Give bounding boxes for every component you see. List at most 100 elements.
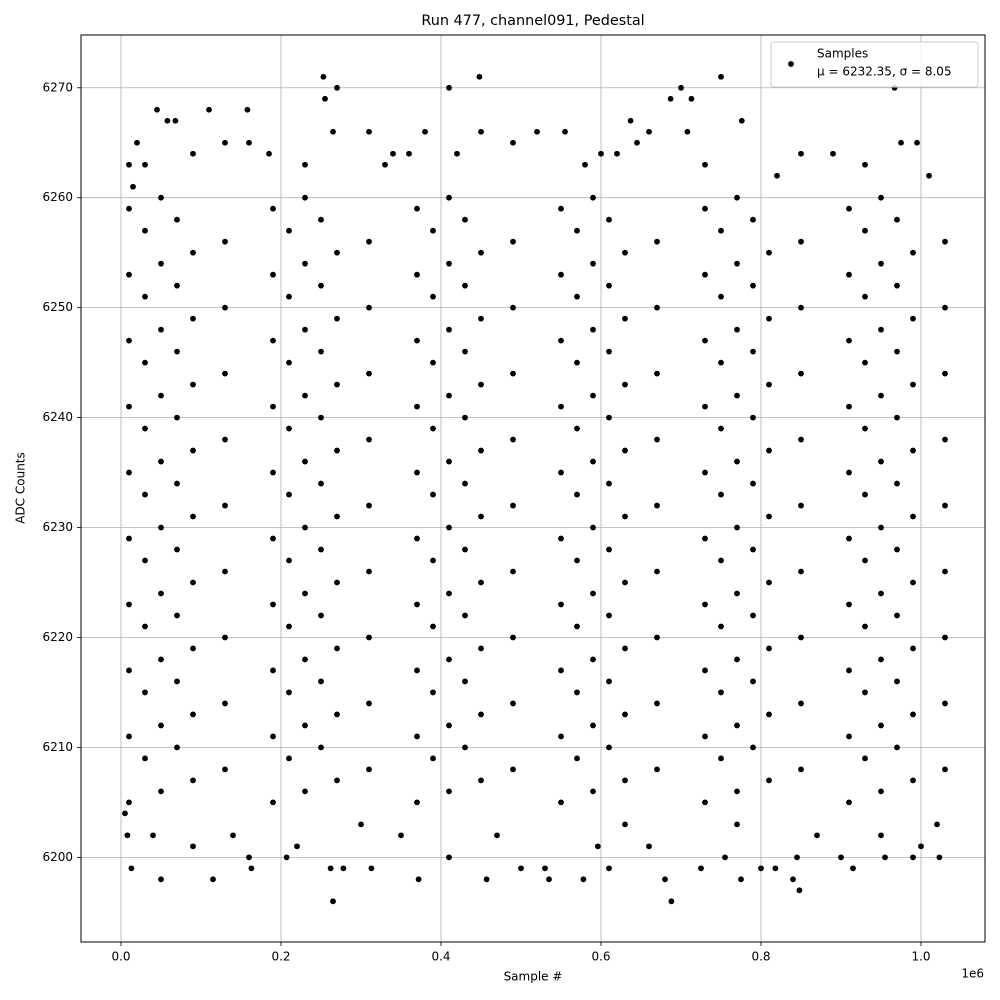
point — [718, 623, 724, 630]
point — [766, 315, 772, 322]
point — [124, 832, 131, 839]
point — [718, 227, 724, 234]
point — [678, 84, 684, 91]
point — [302, 194, 308, 201]
point — [798, 634, 804, 641]
point — [910, 513, 916, 520]
point — [270, 337, 276, 344]
point — [622, 315, 628, 322]
point — [518, 865, 524, 872]
point — [510, 304, 516, 311]
point — [718, 557, 724, 564]
point — [270, 601, 276, 608]
point — [142, 293, 148, 300]
point — [190, 447, 196, 454]
point — [446, 854, 452, 861]
point — [414, 667, 420, 674]
point — [318, 480, 324, 487]
point — [126, 161, 132, 168]
point — [222, 634, 228, 641]
point — [798, 304, 804, 311]
point — [558, 337, 564, 344]
point — [862, 227, 868, 234]
point — [478, 711, 484, 718]
legend-label: Samples — [817, 47, 868, 61]
point — [446, 656, 452, 663]
point — [158, 876, 164, 883]
point — [750, 546, 756, 553]
point — [646, 128, 652, 135]
point — [914, 139, 920, 146]
point — [190, 843, 196, 850]
y-tick-label: 6270 — [42, 80, 73, 94]
point — [302, 590, 308, 597]
point — [318, 744, 324, 751]
point — [286, 755, 292, 762]
point — [667, 95, 674, 102]
point — [654, 436, 660, 443]
point — [606, 414, 612, 421]
point — [270, 799, 276, 806]
point — [622, 821, 628, 828]
point — [318, 348, 324, 355]
point — [430, 227, 436, 234]
point — [702, 205, 708, 212]
point — [590, 194, 596, 201]
point — [702, 403, 708, 410]
point — [894, 744, 900, 751]
point — [126, 733, 132, 740]
point — [366, 370, 372, 377]
point — [734, 656, 740, 663]
point — [838, 854, 844, 861]
point — [894, 480, 900, 487]
point — [702, 799, 708, 806]
point — [846, 535, 852, 542]
point — [334, 777, 340, 784]
point — [318, 546, 324, 553]
point — [910, 854, 916, 861]
point — [688, 95, 695, 102]
point — [126, 271, 132, 278]
point — [302, 161, 308, 168]
point — [286, 425, 292, 432]
point — [158, 194, 164, 201]
point — [174, 414, 180, 421]
point — [222, 238, 228, 245]
point — [478, 513, 484, 520]
point — [334, 579, 340, 586]
point — [414, 535, 420, 542]
point — [154, 106, 160, 113]
point — [130, 183, 136, 190]
point — [702, 337, 708, 344]
point — [510, 370, 516, 377]
point — [734, 260, 740, 267]
point — [126, 799, 132, 806]
point — [798, 238, 804, 245]
point — [738, 117, 745, 124]
point — [142, 161, 148, 168]
point — [230, 832, 236, 839]
point — [702, 535, 708, 542]
point — [334, 381, 340, 388]
point — [558, 601, 564, 608]
point — [942, 766, 948, 773]
y-tick-label: 6260 — [42, 190, 73, 204]
point — [918, 843, 924, 850]
point — [158, 656, 164, 663]
point — [430, 689, 436, 696]
point — [270, 205, 276, 212]
point — [334, 84, 340, 91]
x-tick-label: 0.8 — [751, 950, 770, 964]
point — [414, 799, 420, 806]
point — [574, 491, 580, 498]
point — [766, 513, 772, 520]
point — [846, 205, 852, 212]
point — [846, 667, 852, 674]
point — [478, 315, 484, 322]
point — [174, 546, 180, 553]
point — [878, 194, 884, 201]
point — [222, 139, 228, 146]
point — [172, 117, 179, 124]
point — [126, 205, 132, 212]
point — [414, 205, 420, 212]
